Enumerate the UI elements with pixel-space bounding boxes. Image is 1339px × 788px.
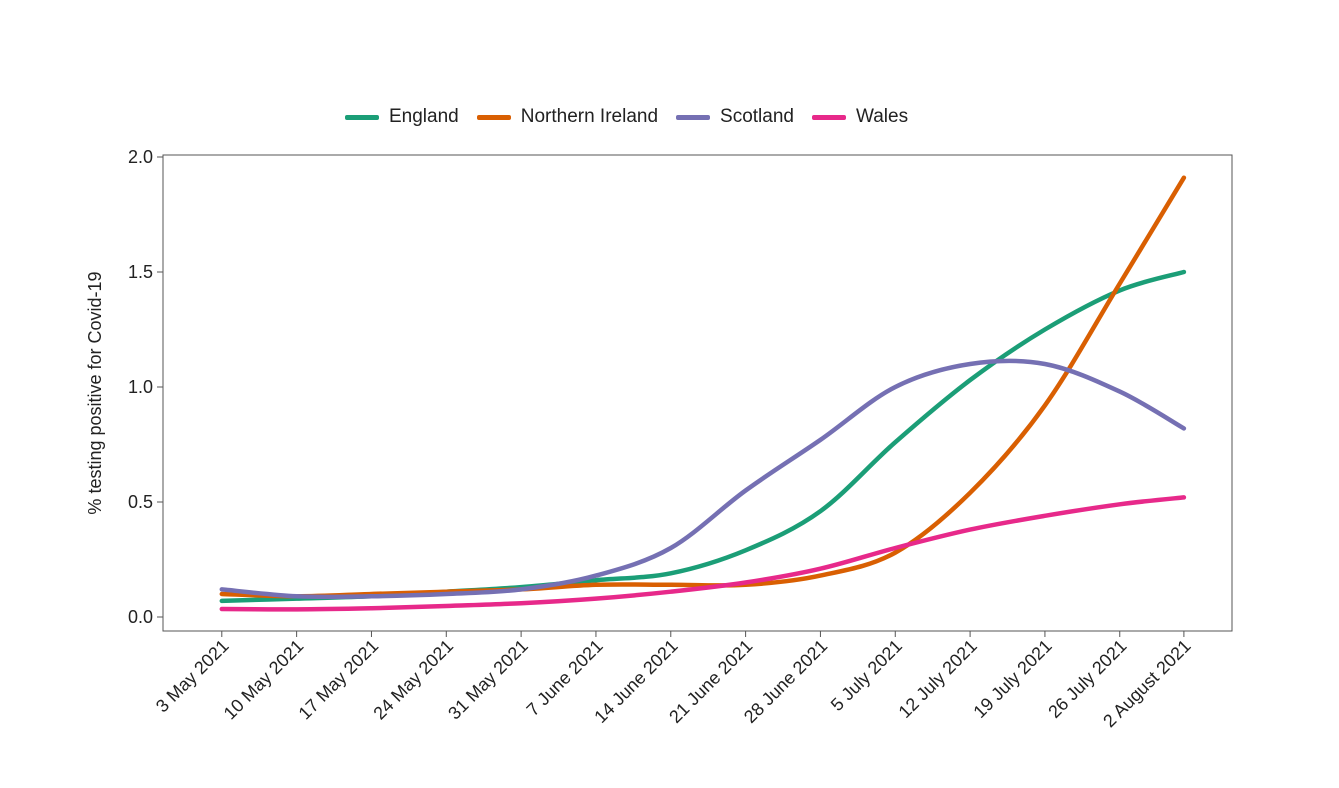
series-lines	[219, 175, 1187, 612]
series-line-scotland	[219, 358, 1187, 600]
legend-item-england: England	[345, 106, 459, 128]
x-tick-label: 7 June 2021	[523, 636, 607, 720]
legend-label-england: England	[389, 106, 459, 127]
chart-legend: England Northern Ireland Scotland Wales	[345, 106, 908, 128]
x-tick-label: 19 July 2021	[969, 636, 1055, 722]
legend-swatch-scotland	[676, 114, 711, 120]
y-axis: 0.0 0.5 1.0 1.5 2.0	[128, 147, 163, 627]
y-tick-label: 2.0	[128, 147, 153, 167]
series-line-wales	[219, 495, 1187, 612]
y-tick-label: 0.5	[128, 492, 153, 512]
legend-label-wales: Wales	[855, 106, 909, 127]
legend-label-northern-ireland: Northern Ireland	[520, 106, 659, 127]
series-line-northern-ireland	[219, 175, 1187, 599]
legend-swatch-northern-ireland	[476, 114, 511, 120]
legend-item-wales: Wales	[811, 106, 909, 128]
legend-swatch-england	[345, 114, 379, 120]
legend-label-scotland: Scotland	[720, 106, 794, 127]
y-tick-label: 1.0	[128, 377, 153, 397]
legend-swatch-wales	[811, 114, 846, 120]
y-tick-label: 0.0	[128, 607, 153, 627]
y-axis-title: % testing positive for Covid-19	[85, 271, 105, 514]
series-line-england	[219, 269, 1187, 604]
x-tick-label: 31 May 2021	[444, 636, 532, 724]
legend-item-scotland: Scotland	[676, 106, 794, 128]
x-tick-label: 3 May 2021	[152, 636, 233, 717]
y-tick-label: 1.5	[128, 262, 153, 282]
legend-item-northern-ireland: Northern Ireland	[476, 106, 659, 128]
x-tick-label: 5 July 2021	[827, 636, 906, 715]
x-tick-label: 12 July 2021	[895, 636, 981, 722]
plot-area-frame	[162, 154, 1233, 632]
y-axis-label-group: % testing positive for Covid-19	[85, 271, 105, 514]
